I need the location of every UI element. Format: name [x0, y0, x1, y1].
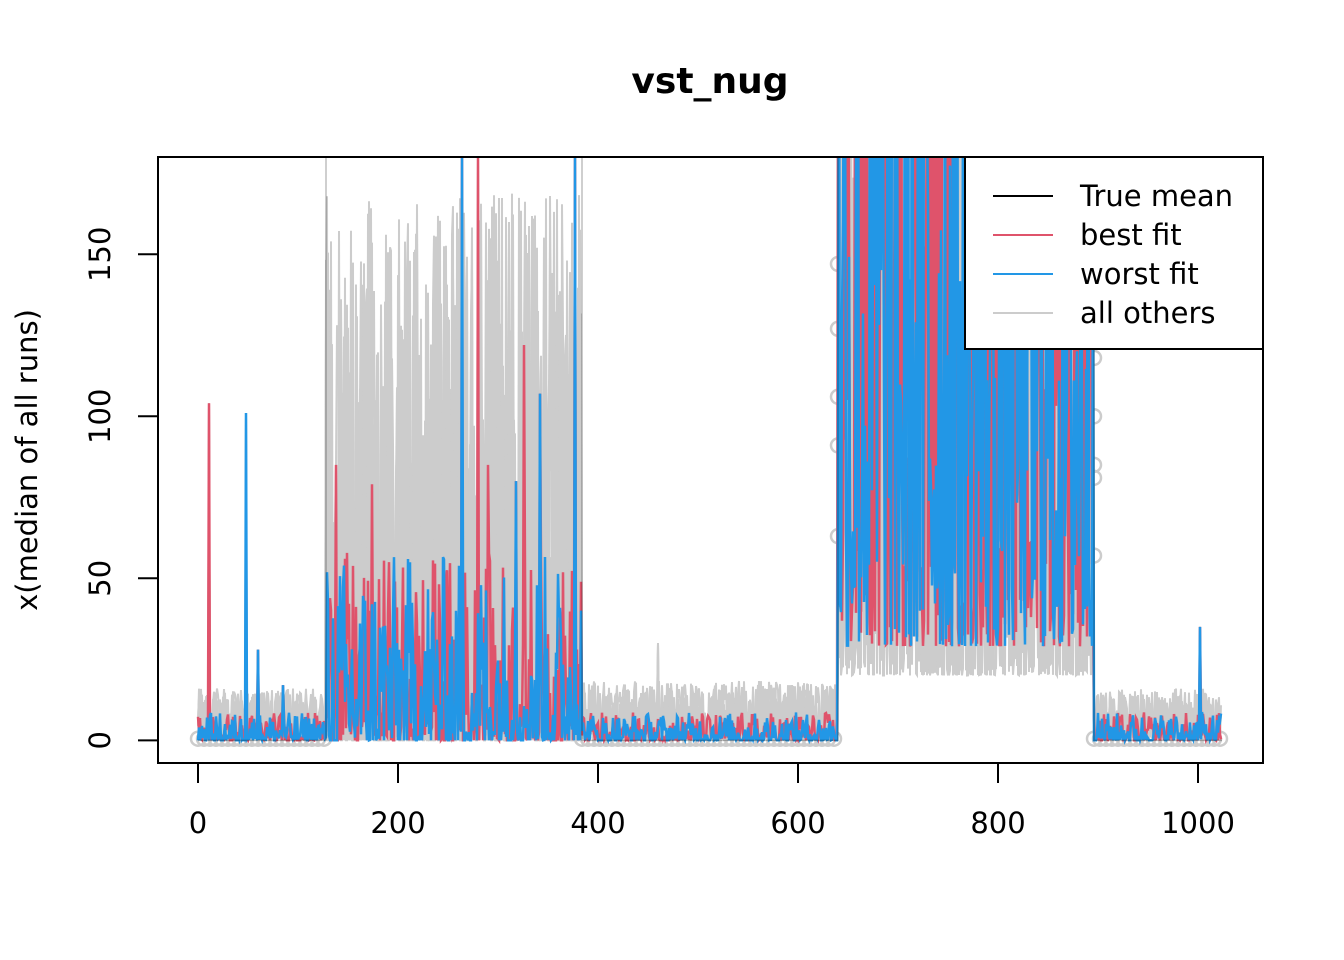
chart-title: vst_nug: [631, 61, 788, 102]
legend-label-3: all others: [1080, 296, 1215, 330]
x-tick-label-200: 200: [370, 806, 425, 840]
x-tick-label-400: 400: [570, 806, 625, 840]
y-tick-label-150: 150: [83, 227, 117, 282]
y-axis: 0 50 100 150: [83, 227, 159, 750]
legend-box: [964, 156, 1264, 350]
x-tick-label-0: 0: [189, 806, 207, 840]
plot-area: [189, 157, 1229, 747]
x-axis: 0 200 400 600 800 1000: [189, 762, 1235, 840]
y-axis-label: x(median of all runs): [10, 309, 44, 611]
x-tick-label-600: 600: [770, 806, 825, 840]
x-tick-label-800: 800: [970, 806, 1025, 840]
y-tick-label-0: 0: [83, 731, 117, 749]
series-worst-fit: [196, 157, 1223, 746]
y-tick-label-100: 100: [83, 389, 117, 444]
series-true-mean: [198, 157, 1222, 742]
series-best-fit: [196, 157, 1223, 745]
legend: True mean best fit worst fit all others: [964, 156, 1264, 350]
legend-label-0: True mean: [1079, 179, 1233, 213]
y-tick-label-50: 50: [83, 560, 117, 597]
x-tick-label-1000: 1000: [1161, 806, 1235, 840]
legend-label-2: worst fit: [1080, 257, 1199, 291]
legend-label-1: best fit: [1080, 218, 1182, 252]
